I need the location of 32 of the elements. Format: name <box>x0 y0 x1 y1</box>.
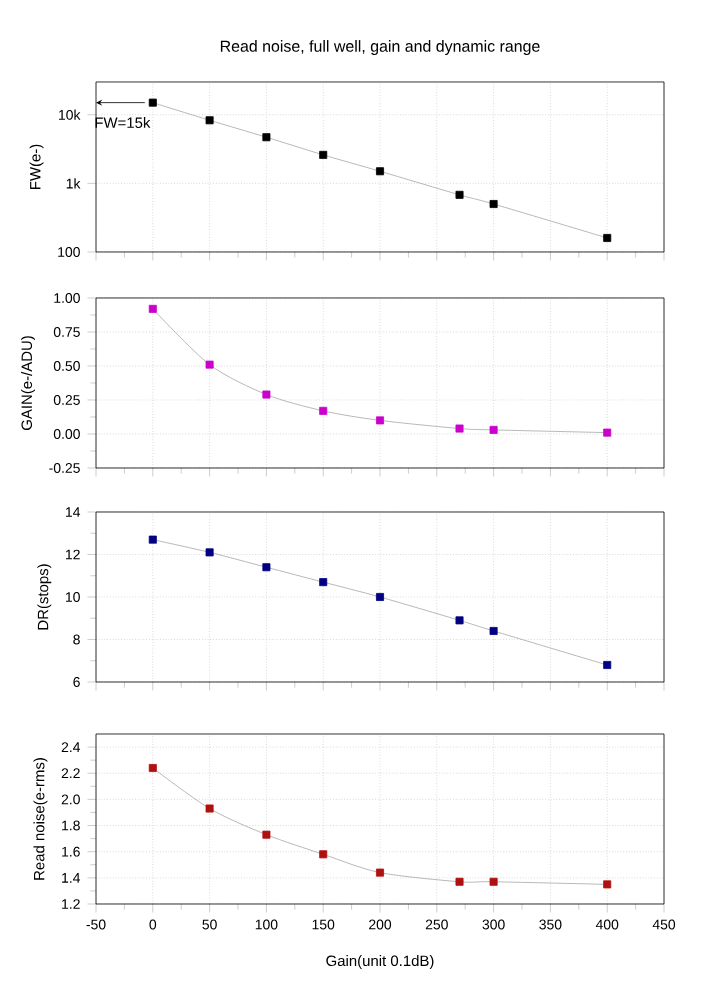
point <box>319 406 328 415</box>
point <box>376 593 384 601</box>
point <box>489 877 498 886</box>
point <box>603 661 612 669</box>
point <box>262 563 271 572</box>
point <box>319 850 328 859</box>
point <box>148 304 157 313</box>
point <box>489 200 498 208</box>
point <box>603 428 612 437</box>
point <box>262 133 271 142</box>
point <box>455 877 464 886</box>
point <box>489 627 498 635</box>
point <box>376 167 384 176</box>
point <box>148 98 157 107</box>
point <box>455 190 464 199</box>
point <box>205 360 214 369</box>
point <box>148 535 157 544</box>
point <box>603 233 612 242</box>
point <box>319 578 328 587</box>
point <box>148 764 157 772</box>
point <box>376 868 384 877</box>
point <box>455 616 464 625</box>
point <box>262 830 271 839</box>
point <box>319 150 328 159</box>
point <box>455 424 464 433</box>
point <box>205 804 214 813</box>
point <box>376 416 384 425</box>
point <box>489 425 498 434</box>
point <box>262 390 271 399</box>
point <box>205 548 214 557</box>
point <box>205 116 214 125</box>
point <box>603 880 612 889</box>
